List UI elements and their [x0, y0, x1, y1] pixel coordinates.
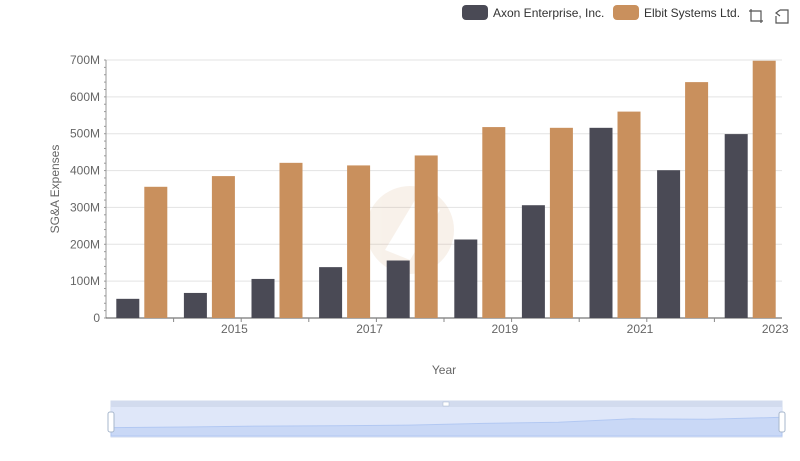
bar-axon-2014[interactable]	[116, 298, 140, 318]
bars	[116, 60, 776, 319]
bar-elbit-2018[interactable]	[414, 155, 438, 318]
bar-axon-2020[interactable]	[521, 205, 545, 318]
bar-elbit-2016[interactable]	[279, 162, 303, 318]
slider-center-grip[interactable]	[442, 401, 450, 407]
bar-axon-2023[interactable]	[724, 134, 748, 318]
restore-icon[interactable]	[773, 7, 791, 25]
y-tick-label: 0	[93, 311, 100, 325]
slider-handle-right[interactable]	[778, 411, 786, 433]
legend: Axon Enterprise, Inc. Elbit Systems Ltd.	[462, 5, 740, 20]
y-tick-label: 700M	[70, 53, 100, 67]
legend-swatch[interactable]	[462, 5, 488, 20]
x-tick-label: 2019	[491, 322, 518, 336]
x-tick-label: 2017	[356, 322, 383, 336]
x-axis: 2015 2017 2019 2021 2023	[106, 317, 789, 336]
bar-elbit-2021[interactable]	[617, 111, 641, 318]
y-tick-label: 600M	[70, 90, 100, 104]
bar-axon-2017[interactable]	[319, 267, 343, 318]
slider-handle-left[interactable]	[107, 411, 115, 433]
y-tick-label: 400M	[70, 164, 100, 178]
bar-elbit-2015[interactable]	[211, 176, 235, 318]
bar-elbit-2017[interactable]	[347, 165, 371, 318]
bar-elbit-2019[interactable]	[482, 127, 506, 318]
bar-axon-2019[interactable]	[454, 239, 478, 318]
watermark-logo	[366, 186, 454, 274]
bar-axon-2015[interactable]	[183, 292, 207, 318]
slider-preview-area	[110, 416, 783, 437]
data-zoom-slider[interactable]	[107, 400, 786, 438]
bar-elbit-2023[interactable]	[752, 60, 776, 318]
y-tick-label: 100M	[70, 274, 100, 288]
y-tick-label: 200M	[70, 237, 100, 251]
y-tick-label: 500M	[70, 127, 100, 141]
bar-elbit-2022[interactable]	[685, 82, 709, 318]
bar-elbit-2020[interactable]	[549, 127, 573, 319]
x-tick-label: 2021	[627, 322, 654, 336]
bar-elbit-2014[interactable]	[144, 186, 168, 318]
legend-label[interactable]: Elbit Systems Ltd.	[644, 6, 740, 20]
legend-label[interactable]: Axon Enterprise, Inc.	[493, 6, 604, 20]
bar-axon-2018[interactable]	[386, 260, 410, 318]
x-axis-title: Year	[432, 363, 456, 377]
y-axis-title: SG&A Expenses	[48, 145, 62, 234]
bar-axon-2022[interactable]	[657, 170, 681, 318]
bar-axon-2021[interactable]	[589, 127, 613, 319]
crop-zoom-icon[interactable]	[747, 7, 765, 25]
y-axis: 0 100M 200M 300M 400M 500M 600M 700M	[70, 53, 107, 325]
x-tick-label: 2015	[221, 322, 248, 336]
x-tick-label: 2023	[762, 322, 789, 336]
legend-swatch[interactable]	[613, 5, 639, 20]
bar-axon-2016[interactable]	[251, 278, 275, 318]
y-tick-label: 300M	[70, 200, 100, 214]
